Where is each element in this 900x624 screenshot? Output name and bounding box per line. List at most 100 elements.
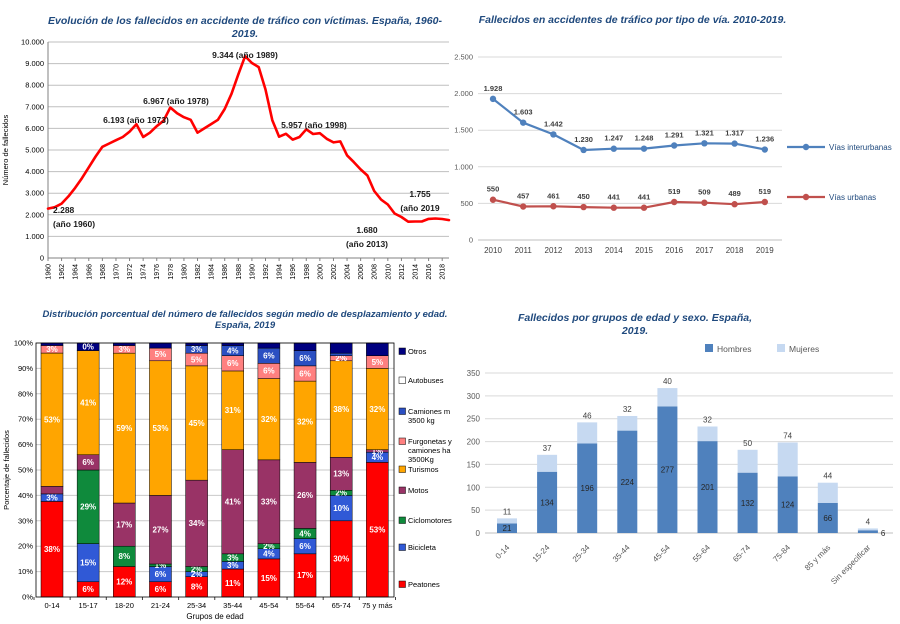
- y-tick-label: 350: [467, 369, 481, 378]
- x-tick-label: 18-20: [115, 601, 134, 610]
- x-tick-label: 1980: [181, 264, 188, 280]
- data-label: 1.603: [514, 108, 533, 117]
- segment-label: 31%: [225, 406, 241, 415]
- data-label: 1.248: [635, 134, 654, 143]
- data-point: [550, 131, 557, 138]
- y-tick-label: 1.500: [454, 126, 473, 135]
- bar-segment: [329, 342, 353, 354]
- bar-hombres: [737, 472, 758, 533]
- segment-label: 6%: [155, 585, 167, 594]
- segment-label: 0%: [82, 343, 94, 352]
- x-tick-label: 1972: [127, 264, 134, 280]
- bar-mujeres: [817, 482, 838, 503]
- bar-mujeres: [857, 528, 878, 531]
- bar-hombres: [497, 523, 517, 533]
- x-tick-label: 35-44: [223, 601, 242, 610]
- data-point: [520, 203, 527, 210]
- chart-vias-title: Fallecidos en accidentes de tráfico por …: [478, 14, 787, 26]
- x-tick-label: 1994: [277, 264, 284, 280]
- legend-marker: [802, 193, 810, 201]
- legend-label: Bicicleta: [408, 543, 437, 552]
- hombres-label: 66: [823, 514, 832, 523]
- x-tick-label: Sin especificar: [829, 543, 872, 586]
- x-tick-label: 2008: [372, 264, 379, 280]
- data-point: [761, 198, 768, 206]
- bar-hombres: [537, 471, 558, 533]
- y-tick-label: 6.000: [25, 124, 44, 133]
- y-tick-label: 500: [460, 199, 473, 208]
- x-tick-label: 2012: [399, 264, 406, 280]
- x-tick-label: 2016: [665, 246, 683, 255]
- mujeres-label: 4: [866, 517, 871, 526]
- hombres-label: 196: [581, 484, 595, 493]
- data-point: [489, 95, 497, 103]
- segment-label: 38%: [44, 545, 60, 554]
- y-tick-label: 250: [467, 415, 481, 424]
- legend-label: Turismos: [408, 465, 439, 474]
- segment-label: 2%: [191, 565, 203, 574]
- series-line-fallecidos: [46, 54, 451, 223]
- x-tick-label: 1974: [141, 264, 148, 280]
- bar-mujeres: [497, 518, 517, 524]
- bar-hombres: [617, 430, 638, 533]
- bar-mujeres: [617, 415, 638, 431]
- data-label: 519: [759, 187, 772, 196]
- x-tick-label: 2016: [426, 264, 433, 280]
- x-tick-label: 2012: [545, 246, 563, 255]
- x-tick-label: 2010: [484, 246, 502, 255]
- bar-mujeres: [697, 426, 718, 442]
- segment-label: 15%: [80, 559, 96, 568]
- y-tick-label: 9.000: [25, 59, 44, 68]
- segment-label: 4%: [299, 529, 311, 538]
- x-tick-label: 2004: [345, 264, 352, 280]
- data-point: [640, 204, 648, 211]
- y-tick-label: 150: [467, 460, 481, 469]
- data-label: 457: [517, 192, 530, 201]
- segment-label: 8%: [191, 583, 203, 592]
- legend-label: 3500Kg: [408, 455, 434, 464]
- x-tick-label: 2018: [726, 246, 744, 255]
- segment-label: 3%: [191, 345, 203, 354]
- y-tick-label: 2.000: [25, 210, 44, 219]
- segment-label: 27%: [152, 525, 168, 534]
- data-point: [489, 196, 497, 203]
- chart-sexo-panel: Fallecidos por grupos de edad y sexo. Es…: [465, 306, 900, 620]
- y-axis-title: Porcentaje de fallecidos: [2, 430, 11, 510]
- legend-swatch: [398, 347, 406, 355]
- bar-segment: [257, 342, 281, 349]
- x-tick-label: 1996: [290, 264, 297, 280]
- x-tick-label: 85 y más: [803, 543, 832, 572]
- annotation: (año 2019: [400, 203, 439, 213]
- bar-hombres: [777, 476, 798, 533]
- annotation: 6.193 (año 1973): [103, 115, 169, 125]
- data-label: 441: [608, 193, 621, 202]
- bar-hombres: [857, 530, 878, 533]
- x-tick-label: 2014: [605, 246, 623, 255]
- legend-label: Vías urbanas: [829, 193, 876, 202]
- segment-label: 6%: [82, 458, 94, 467]
- segment-label: 10%: [333, 504, 349, 513]
- chart-medios-plot: 0% 10% 20% 30% 40% 50% 60% 70% 80% 90% 100% 38% 3% 53…: [2, 339, 452, 622]
- x-tick-label: 2000: [317, 264, 324, 280]
- y-tick-label: 80%: [18, 389, 33, 398]
- data-label: 450: [577, 192, 590, 201]
- data-point: [761, 146, 768, 153]
- legend-label: 3500 kg: [408, 416, 435, 425]
- y-tick-label: 8.000: [25, 81, 44, 90]
- x-tick-label: 55-64: [691, 543, 712, 564]
- mujeres-label: 44: [823, 472, 832, 481]
- data-point: [701, 140, 708, 147]
- bar-mujeres: [537, 454, 558, 472]
- hombres-label: 224: [621, 478, 635, 487]
- x-tick-label: 2017: [696, 246, 714, 255]
- segment-label: 45%: [189, 419, 205, 428]
- y-tick-label: 40%: [18, 491, 33, 500]
- legend-marker: [802, 143, 810, 151]
- segment-label: 26%: [297, 491, 313, 500]
- segment-label: 12%: [116, 578, 132, 587]
- data-point: [610, 145, 617, 152]
- data-label: 489: [728, 189, 741, 198]
- legend-swatch: [398, 407, 406, 415]
- data-point: [701, 199, 708, 206]
